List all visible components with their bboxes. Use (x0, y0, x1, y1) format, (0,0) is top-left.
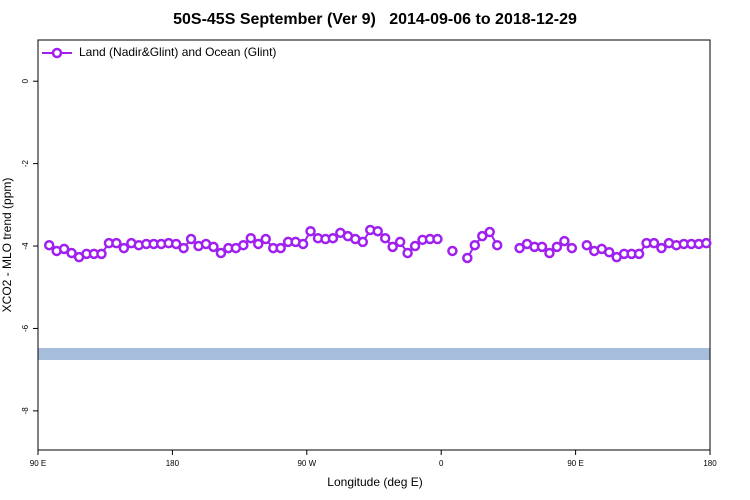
legend-label: Land (Nadir&Glint) and Ocean (Glint) (79, 45, 276, 59)
data-point (297, 238, 309, 250)
data-point (559, 235, 570, 247)
data-point (402, 247, 413, 259)
data-point (66, 247, 77, 259)
data-point (447, 245, 458, 257)
y-axis-label: XCO2 - MLO trend (ppm) (0, 178, 14, 313)
data-point (372, 225, 383, 237)
x-tick-label: 0 (439, 459, 444, 468)
data-point (96, 248, 107, 260)
data-point (111, 237, 122, 249)
y-tick-label: 0 (21, 78, 30, 83)
chart-title: 50S-45S September (Ver 9) 2014-09-06 to … (173, 11, 577, 28)
data-point (238, 239, 249, 251)
data-point (170, 238, 182, 250)
data-point (409, 240, 421, 252)
data-point (260, 233, 271, 245)
data-point (469, 239, 481, 251)
data-point (58, 243, 70, 255)
data-point (253, 238, 264, 250)
data-point (215, 247, 227, 259)
data-point (514, 242, 525, 254)
x-tick-label: 90 E (567, 459, 583, 468)
data-point (379, 232, 391, 244)
data-point (701, 237, 712, 249)
data-point (185, 233, 197, 245)
y-tick-label: -4 (21, 242, 30, 250)
data-point (551, 241, 563, 253)
data-point (656, 242, 667, 254)
x-tick-label: 90 W (297, 459, 316, 468)
data-point (387, 241, 398, 253)
data-point (462, 252, 473, 264)
y-tick-label: -6 (21, 324, 30, 332)
data-point (432, 233, 443, 245)
data-point (208, 241, 219, 253)
data-point (536, 241, 548, 253)
data-point (491, 239, 503, 251)
legend-marker (51, 47, 63, 59)
data-point (477, 230, 488, 242)
x-axis-label: Longitude (deg E) (327, 475, 422, 489)
data-point (245, 232, 257, 244)
coverage-strip (38, 348, 710, 360)
data-point (648, 237, 660, 249)
data-point (394, 236, 406, 248)
data-point (43, 239, 55, 251)
data-point (178, 242, 189, 254)
data-point (118, 242, 130, 254)
y-tick-label: -8 (21, 407, 30, 415)
x-tick-label: 90 E (30, 459, 46, 468)
data-point (633, 248, 645, 260)
y-tick-label: -2 (21, 160, 30, 168)
data-point (327, 232, 339, 244)
data-point (566, 242, 578, 254)
data-point (275, 242, 286, 254)
x-tick-label: 180 (166, 459, 180, 468)
data-point (305, 225, 316, 237)
data-point (581, 239, 593, 251)
data-point (603, 246, 615, 258)
data-point (484, 226, 495, 238)
data-point (544, 247, 555, 259)
x-tick-label: 180 (703, 459, 717, 468)
data-point (357, 236, 369, 248)
